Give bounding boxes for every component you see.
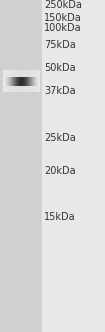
Text: 75kDa: 75kDa — [44, 40, 76, 50]
Text: 250kDa: 250kDa — [44, 0, 82, 10]
Bar — [42, 0, 105, 332]
Text: 37kDa: 37kDa — [44, 86, 76, 96]
Text: 100kDa: 100kDa — [44, 23, 82, 33]
Text: 15kDa: 15kDa — [44, 212, 76, 222]
Bar — [0, 0, 42, 332]
Text: 50kDa: 50kDa — [44, 63, 76, 73]
Text: 20kDa: 20kDa — [44, 166, 76, 176]
Text: 150kDa: 150kDa — [44, 13, 82, 23]
Text: 25kDa: 25kDa — [44, 133, 76, 143]
